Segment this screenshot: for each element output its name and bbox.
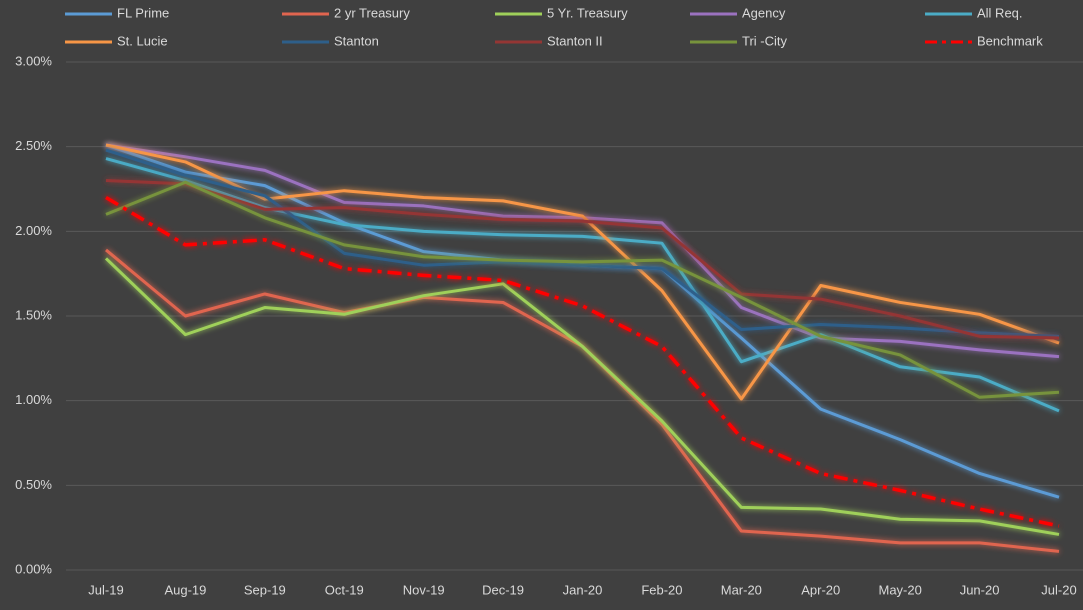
y-tick-label: 1.50% bbox=[15, 307, 52, 322]
x-tick-label: Sep-19 bbox=[244, 582, 286, 597]
x-tick-label: Apr-20 bbox=[801, 582, 840, 597]
series-line bbox=[105, 157, 1060, 413]
legend-label: Stanton II bbox=[547, 33, 603, 48]
legend-label: All Req. bbox=[977, 5, 1023, 20]
x-tick-label: May-20 bbox=[878, 582, 921, 597]
y-tick-label: 2.50% bbox=[15, 138, 52, 153]
y-tick-label: 0.50% bbox=[15, 477, 52, 492]
y-tick-label: 2.00% bbox=[15, 223, 52, 238]
legend-label: 5 Yr. Treasury bbox=[547, 5, 628, 20]
x-tick-label: Oct-19 bbox=[325, 582, 364, 597]
legend-label: Agency bbox=[742, 5, 786, 20]
series-line bbox=[105, 148, 1060, 338]
series-line bbox=[105, 143, 1060, 359]
legend-label: Benchmark bbox=[977, 33, 1043, 48]
x-tick-label: Feb-20 bbox=[641, 582, 682, 597]
x-tick-label: Jan-20 bbox=[563, 582, 603, 597]
legend-label: 2 yr Treasury bbox=[334, 5, 410, 20]
x-tick-label: Aug-19 bbox=[164, 582, 206, 597]
series-line bbox=[104, 257, 1060, 536]
x-tick-label: Jun-20 bbox=[960, 582, 1000, 597]
series-line bbox=[105, 143, 1060, 401]
legend-label: Tri -City bbox=[742, 33, 788, 48]
y-tick-label: 3.00% bbox=[15, 53, 52, 68]
legend-label: FL Prime bbox=[117, 5, 169, 20]
legend-label: St. Lucie bbox=[117, 33, 168, 48]
y-tick-label: 1.00% bbox=[15, 392, 52, 407]
series-line bbox=[105, 179, 1060, 340]
x-tick-label: Jul-19 bbox=[88, 582, 123, 597]
x-tick-label: Dec-19 bbox=[482, 582, 524, 597]
y-tick-label: 0.00% bbox=[15, 561, 52, 576]
series-line bbox=[105, 180, 1060, 399]
x-tick-label: Nov-19 bbox=[403, 582, 445, 597]
x-tick-label: Mar-20 bbox=[721, 582, 762, 597]
legend-label: Stanton bbox=[334, 33, 379, 48]
x-tick-label: Jul-20 bbox=[1041, 582, 1076, 597]
series-line bbox=[105, 195, 1060, 528]
